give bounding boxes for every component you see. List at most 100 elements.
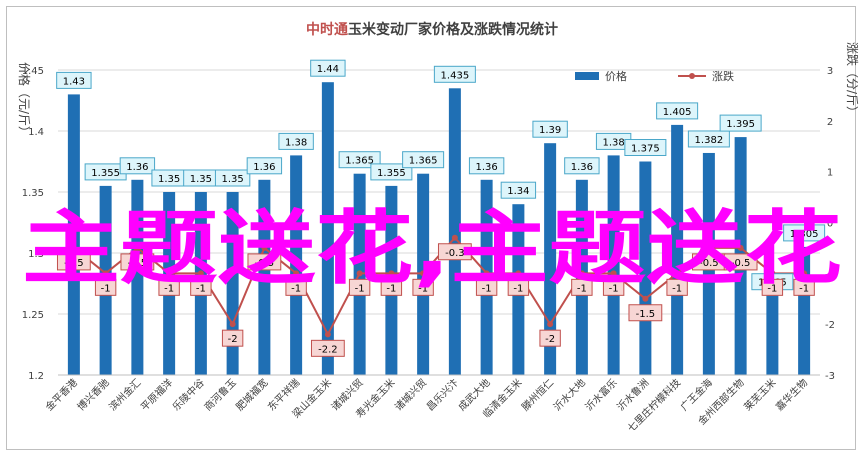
price-bar bbox=[766, 295, 779, 375]
price-data-label: 1.35 bbox=[190, 174, 212, 185]
x-tick-label: 诸城兴贸 bbox=[392, 377, 429, 414]
change-label-box bbox=[310, 339, 345, 357]
change-data-label: -0.5 bbox=[699, 258, 719, 269]
change-label-box bbox=[475, 278, 498, 296]
change-data-label: -1 bbox=[799, 283, 809, 294]
change-label-box bbox=[571, 278, 593, 296]
price-label-box bbox=[278, 132, 314, 150]
change-label-box bbox=[221, 329, 244, 347]
x-tick-label: 七里庄柠檬科技 bbox=[625, 376, 684, 435]
price-data-label: 1.365 bbox=[345, 156, 374, 167]
change-point bbox=[261, 244, 268, 251]
change-point bbox=[70, 244, 77, 251]
change-data-label: -1 bbox=[164, 283, 174, 294]
price-label-box bbox=[310, 59, 346, 77]
price-data-label: 1.43 bbox=[63, 76, 85, 87]
price-data-label: 1.355 bbox=[91, 168, 120, 179]
price-data-label: 1.305 bbox=[790, 229, 819, 240]
price-bar bbox=[575, 179, 588, 375]
price-data-label: 1.382 bbox=[695, 135, 724, 146]
change-point bbox=[293, 270, 300, 277]
chart-title-brand: 中时通 bbox=[306, 21, 348, 38]
y-right-tick-label: 1 bbox=[827, 168, 833, 179]
price-label-box bbox=[370, 163, 413, 181]
change-point bbox=[451, 234, 458, 241]
change-label-box bbox=[723, 253, 758, 271]
x-tick-label: 商河鲁玉 bbox=[201, 376, 238, 413]
price-labels: 1.43 1.355 1.36 1.35 1.35 1.35 1.36 1.38 1.44 1.3… bbox=[56, 59, 826, 291]
change-label-box bbox=[348, 278, 371, 296]
x-tick-label: 平原福洋 bbox=[138, 376, 175, 413]
change-data-label: -1 bbox=[513, 283, 523, 294]
change-point bbox=[420, 270, 427, 277]
change-point bbox=[483, 270, 490, 277]
price-label-box bbox=[687, 130, 730, 148]
change-data-label: -1.5 bbox=[636, 309, 656, 320]
change-point bbox=[578, 270, 585, 277]
price-label-box bbox=[338, 151, 381, 169]
price-label-box bbox=[56, 71, 92, 89]
price-data-label: 1.395 bbox=[726, 119, 755, 130]
change-data-label: -1 bbox=[101, 283, 111, 294]
y-axis-right-label: 涨跌（分/斤） bbox=[845, 42, 860, 118]
change-data-label: -1 bbox=[672, 283, 682, 294]
price-data-label: 1.34 bbox=[507, 186, 529, 197]
x-tick-label: 肥城福宽 bbox=[233, 376, 270, 413]
price-data-label: 1.36 bbox=[571, 162, 593, 173]
x-tick-label: 沂水富乐 bbox=[582, 376, 619, 413]
chart-title-text: 玉米变动厂家价格及涨跌情况统计 bbox=[348, 21, 558, 38]
change-point bbox=[166, 270, 173, 277]
change-label-box bbox=[120, 253, 155, 271]
change-label-box bbox=[507, 278, 530, 296]
x-tick-label: 滨州金汇 bbox=[106, 376, 143, 413]
price-data-label: 1.38 bbox=[285, 137, 307, 148]
change-label-box bbox=[602, 278, 625, 296]
change-label-box bbox=[666, 278, 688, 296]
price-bar bbox=[639, 161, 652, 375]
y-right-tick-label: -2 bbox=[825, 320, 835, 331]
change-point bbox=[737, 244, 744, 251]
change-data-label: -0.5 bbox=[64, 258, 84, 269]
legend-change-label: 涨跌 bbox=[712, 69, 734, 83]
change-point bbox=[705, 244, 712, 251]
change-point bbox=[610, 270, 617, 277]
y-left-tick-label: 1.35 bbox=[22, 188, 44, 199]
price-data-label: 1.35 bbox=[221, 174, 243, 185]
change-point bbox=[801, 270, 808, 277]
change-point bbox=[229, 321, 236, 328]
change-point bbox=[356, 270, 363, 277]
price-data-label: 1.35 bbox=[158, 174, 180, 185]
price-bar bbox=[607, 155, 620, 375]
change-point bbox=[134, 244, 141, 251]
change-point bbox=[642, 295, 649, 302]
change-label-box bbox=[285, 278, 307, 296]
price-data-label: 1.435 bbox=[441, 70, 470, 81]
price-label-box bbox=[214, 169, 251, 187]
y-left-tick-label: 1.4 bbox=[28, 127, 44, 138]
change-point bbox=[197, 270, 204, 277]
price-label-box bbox=[656, 102, 699, 120]
change-label-box bbox=[158, 278, 180, 296]
price-data-label: 1.39 bbox=[539, 125, 561, 136]
change-label-box bbox=[761, 278, 784, 296]
price-data-label: 1.36 bbox=[253, 162, 275, 173]
price-bar bbox=[226, 192, 239, 375]
change-point bbox=[547, 321, 554, 328]
x-tick-label: 滕州恒仁 bbox=[519, 376, 556, 413]
price-bar bbox=[480, 179, 493, 375]
change-data-label: -1 bbox=[291, 283, 301, 294]
price-label-box bbox=[532, 120, 568, 138]
price-bar bbox=[448, 88, 461, 376]
change-data-label: -1 bbox=[767, 283, 777, 294]
price-data-label: 1.38 bbox=[602, 137, 624, 148]
change-point bbox=[515, 270, 522, 277]
price-label-box bbox=[402, 151, 445, 169]
price-bar bbox=[321, 82, 334, 375]
legend-change-marker bbox=[689, 73, 695, 79]
y-right-tick-label: -1 bbox=[825, 269, 835, 280]
price-bar bbox=[131, 179, 144, 375]
change-data-label: -1 bbox=[577, 283, 587, 294]
change-data-label: -0.3 bbox=[445, 248, 465, 259]
price-label-box bbox=[500, 181, 537, 199]
